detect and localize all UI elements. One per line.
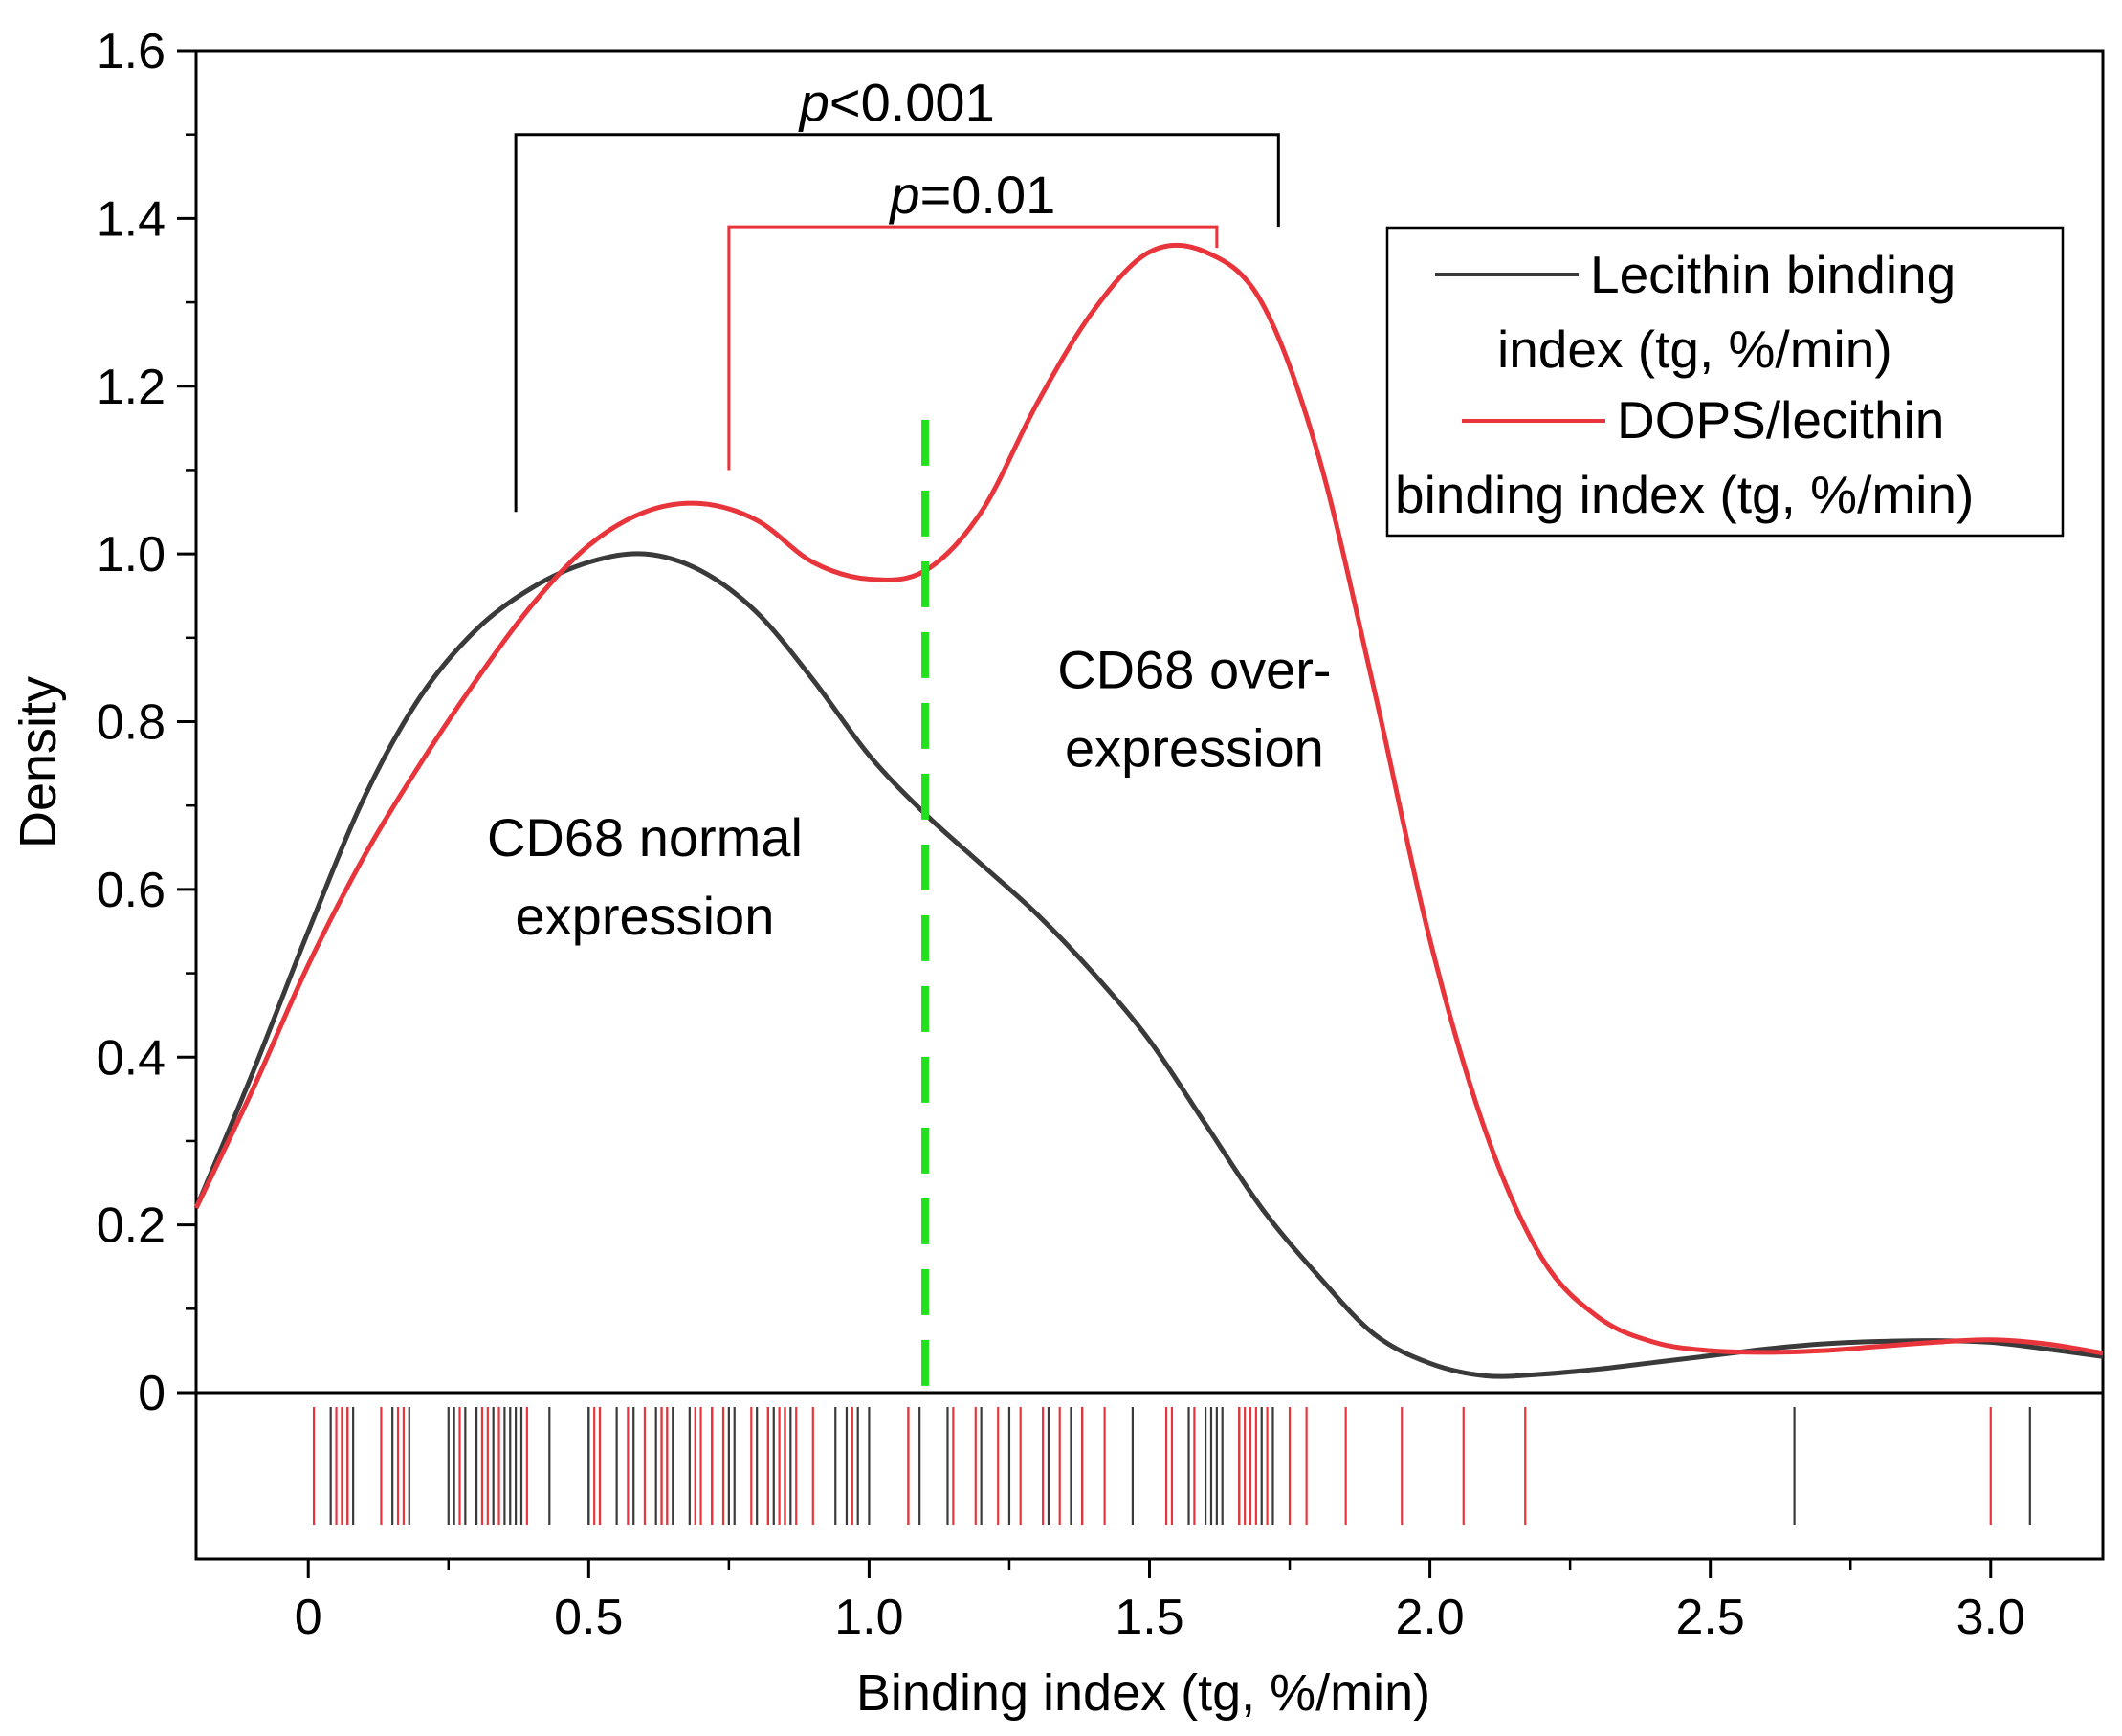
y-axis-title: Density [10, 676, 67, 848]
annotation-over-line2: expression [1065, 717, 1324, 778]
legend-label-lecithin-line1: Lecithin binding [1590, 245, 1956, 304]
legend-label-lecithin-line2: index (tg, %/min) [1497, 319, 1892, 379]
significance-brackets [514, 133, 1280, 513]
legend-box [1385, 226, 2065, 538]
bracket-dops [727, 225, 1219, 471]
x-tick-label: 0.5 [554, 1590, 623, 1645]
rug-plot [312, 1407, 2031, 1525]
p-value: <0.001 [829, 73, 995, 133]
y-tick-label: 0.8 [97, 695, 166, 751]
p-value: =0.01 [920, 165, 1056, 225]
annotation-normal-line2: expression [516, 886, 775, 946]
x-axis-ticks: 0 0.5 1.0 1.5 2.0 2.5 3.0 [295, 1559, 2025, 1645]
p-value-label-lecithin: p<0.001 [798, 73, 995, 133]
y-tick-label: 0 [138, 1366, 166, 1421]
p-italic: p [798, 73, 829, 133]
legend: Lecithin binding index (tg, %/min) DOPS/… [1385, 226, 2065, 538]
annotation-normal-line1: CD68 normal [487, 807, 803, 868]
bracket-lecithin [514, 133, 1280, 513]
annotation-over-line1: CD68 over- [1057, 639, 1331, 699]
x-tick-label: 2.0 [1395, 1590, 1464, 1645]
legend-label-dops-line1: DOPS/lecithin [1617, 390, 1944, 450]
y-tick-label: 1.4 [97, 191, 166, 247]
p-italic: p [888, 165, 919, 225]
x-tick-label: 3.0 [1956, 1590, 2025, 1645]
y-tick-label: 1.2 [97, 360, 166, 415]
dops-density-line [193, 242, 2104, 1356]
y-tick-label: 0.4 [97, 1030, 166, 1086]
y-axis-ticks: 0 0.2 0.4 0.6 0.8 1.0 1.2 1.4 1.6 [97, 24, 196, 1421]
y-tick-label: 1.6 [97, 24, 166, 79]
legend-label-dops-line2: binding index (tg, %/min) [1395, 465, 1974, 524]
y-tick-label: 1.0 [97, 527, 166, 582]
x-tick-label: 1.5 [1115, 1590, 1183, 1645]
density-curves [193, 242, 2104, 1379]
y-tick-label: 0.6 [97, 863, 166, 918]
x-tick-label: 1.0 [834, 1590, 903, 1645]
y-tick-label: 0.2 [97, 1198, 166, 1254]
x-tick-label: 0 [295, 1590, 322, 1645]
x-axis-title: Binding index (tg, %/min) [856, 1664, 1430, 1722]
p-value-label-dops: p=0.01 [888, 165, 1055, 225]
x-tick-label: 2.5 [1676, 1590, 1745, 1645]
